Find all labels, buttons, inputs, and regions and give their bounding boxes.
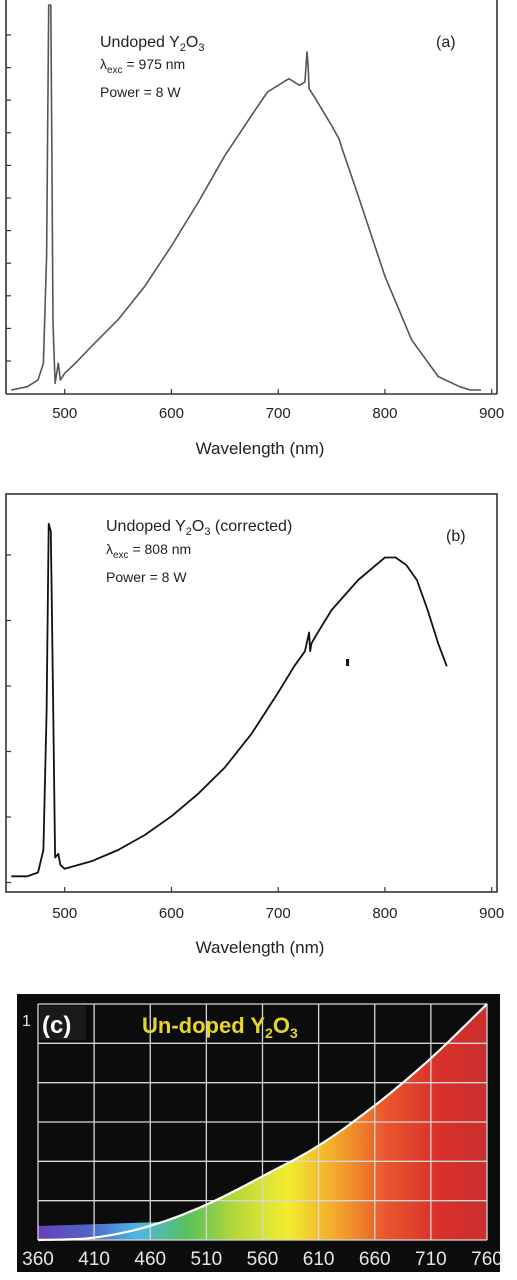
- panel-c-fit-line: [37, 1003, 488, 1242]
- panel-b-tag: (b): [446, 528, 466, 545]
- panel-a-x-axis-label: Wavelength (nm): [196, 439, 325, 458]
- panel-c-x-tick-label: 760: [471, 1249, 503, 1270]
- panel-c-x-tick-label: 410: [78, 1249, 110, 1270]
- panel-b-x-tick-label: 700: [266, 905, 291, 922]
- panel-b-power-label: Power = 8 W: [106, 569, 187, 585]
- panel-a-x-tick-label: 900: [479, 405, 504, 422]
- panel-b-excitation-label: λexc = 808 nm: [106, 541, 191, 561]
- panel-b-frame: [5, 493, 498, 893]
- panel-c-x-tick-label: 560: [247, 1249, 279, 1270]
- panel-a-sample-label: Undoped Y2O3: [100, 34, 204, 54]
- panel-a-x-tick-label: 600: [159, 405, 184, 422]
- panel-a: 500 600 700 800 900 Undoped Y2O3 λexc = 975 …: [5, 0, 504, 458]
- panel-b-x-tick-label: 800: [372, 905, 397, 922]
- panel-c-x-tick-label: 660: [359, 1249, 391, 1270]
- panel-b-x-axis-label: Wavelength (nm): [196, 938, 325, 957]
- panel-a-power-label: Power = 8 W: [100, 84, 181, 100]
- panel-c: 360 410 460 510 560 610 660 710 760 (c) 1 Un-dop…: [17, 994, 503, 1272]
- panel-c-label-box: [40, 1006, 86, 1040]
- panel-c-tag: (c): [42, 1012, 71, 1039]
- panel-c-y-top-label: 1: [22, 1013, 31, 1030]
- panel-b-spectrum-line: [11, 522, 448, 878]
- panel-a-x-tick-label: 700: [266, 405, 291, 422]
- panel-b-sample-label: Undoped Y2O3 (corrected): [106, 518, 292, 538]
- panel-c-x-tick-label: 460: [134, 1249, 166, 1270]
- panel-a-x-tick-label: 800: [372, 405, 397, 422]
- panel-a-x-tick-label: 500: [52, 405, 77, 422]
- panel-b: 500 600 700 800 900 Undoped Y2O3 (corrected)…: [5, 493, 504, 957]
- panel-a-tag: (a): [436, 34, 456, 51]
- panel-b-x-tick-label: 500: [52, 905, 77, 922]
- panel-a-excitation-label: λexc = 975 nm: [100, 56, 185, 76]
- panel-c-x-tick-label: 510: [191, 1249, 223, 1270]
- panel-b-x-tick-label: 600: [159, 905, 184, 922]
- panel-b-x-tick-label: 900: [479, 905, 504, 922]
- panel-c-x-tick-label: 360: [22, 1249, 54, 1270]
- panel-b-annotation-mark: [346, 659, 350, 666]
- panel-c-x-tick-label: 710: [415, 1249, 447, 1270]
- panel-c-title: Un-doped Y2O3: [142, 1013, 298, 1041]
- panel-a-spectrum-line: [11, 4, 481, 391]
- panel-c-x-tick-label: 610: [303, 1249, 335, 1270]
